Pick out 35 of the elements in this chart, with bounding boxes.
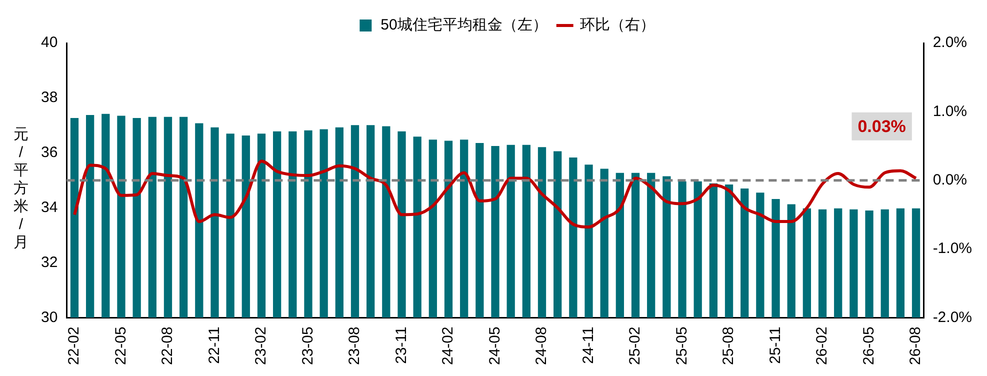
- x-tick-label: 25-05: [673, 326, 690, 366]
- x-tick-label: 22-11: [206, 326, 223, 364]
- y-tick-label: 32: [40, 254, 58, 271]
- x-tick-label: 24-11: [580, 326, 597, 364]
- y2-tick-label: -1.0%: [932, 240, 972, 258]
- x-tick-label: 26-05: [860, 326, 878, 366]
- x-tick-label: 23-02: [252, 326, 270, 366]
- y2-tick-label: 0.0%: [932, 171, 968, 188]
- legend-label: 50城住宅平均租金（左）: [380, 16, 548, 34]
- y-axis-title: 元/平方米/月: [12, 126, 30, 252]
- x-tick-label: 23-11: [392, 326, 410, 364]
- x-tick-label: 26-08: [907, 326, 924, 366]
- x-tick-label: 22-05: [112, 326, 130, 366]
- x-tick-label: 25-11: [766, 326, 784, 364]
- x-tick-label: 24-08: [533, 326, 550, 366]
- x-tick-label: 24-02: [440, 326, 457, 366]
- x-tick-label: 24-05: [486, 326, 504, 366]
- x-tick-label: 23-05: [299, 326, 316, 366]
- y2-tick-label: 2.0%: [932, 34, 968, 52]
- y-tick-label: 40: [40, 34, 58, 52]
- legend-label: 环比（右）: [580, 16, 655, 34]
- y-tick-label: 36: [40, 144, 58, 161]
- y2-tick-label: -2.0%: [932, 308, 972, 326]
- x-tick-label: 22-02: [66, 326, 83, 366]
- x-tick-label: 25-02: [626, 326, 644, 366]
- y2-tick-label: 1.0%: [932, 102, 968, 120]
- y-tick-label: 30: [40, 308, 58, 326]
- line-series: [72, 160, 918, 229]
- x-tick-label: 23-08: [346, 326, 364, 366]
- x-tick-label: 25-08: [720, 326, 738, 366]
- x-tick-label: 22-08: [159, 326, 176, 366]
- y-tick-label: 38: [40, 89, 58, 106]
- y-tick-label: 34: [40, 198, 58, 216]
- annotation: 0.03%: [858, 117, 906, 136]
- x-tick-label: 26-02: [814, 326, 831, 366]
